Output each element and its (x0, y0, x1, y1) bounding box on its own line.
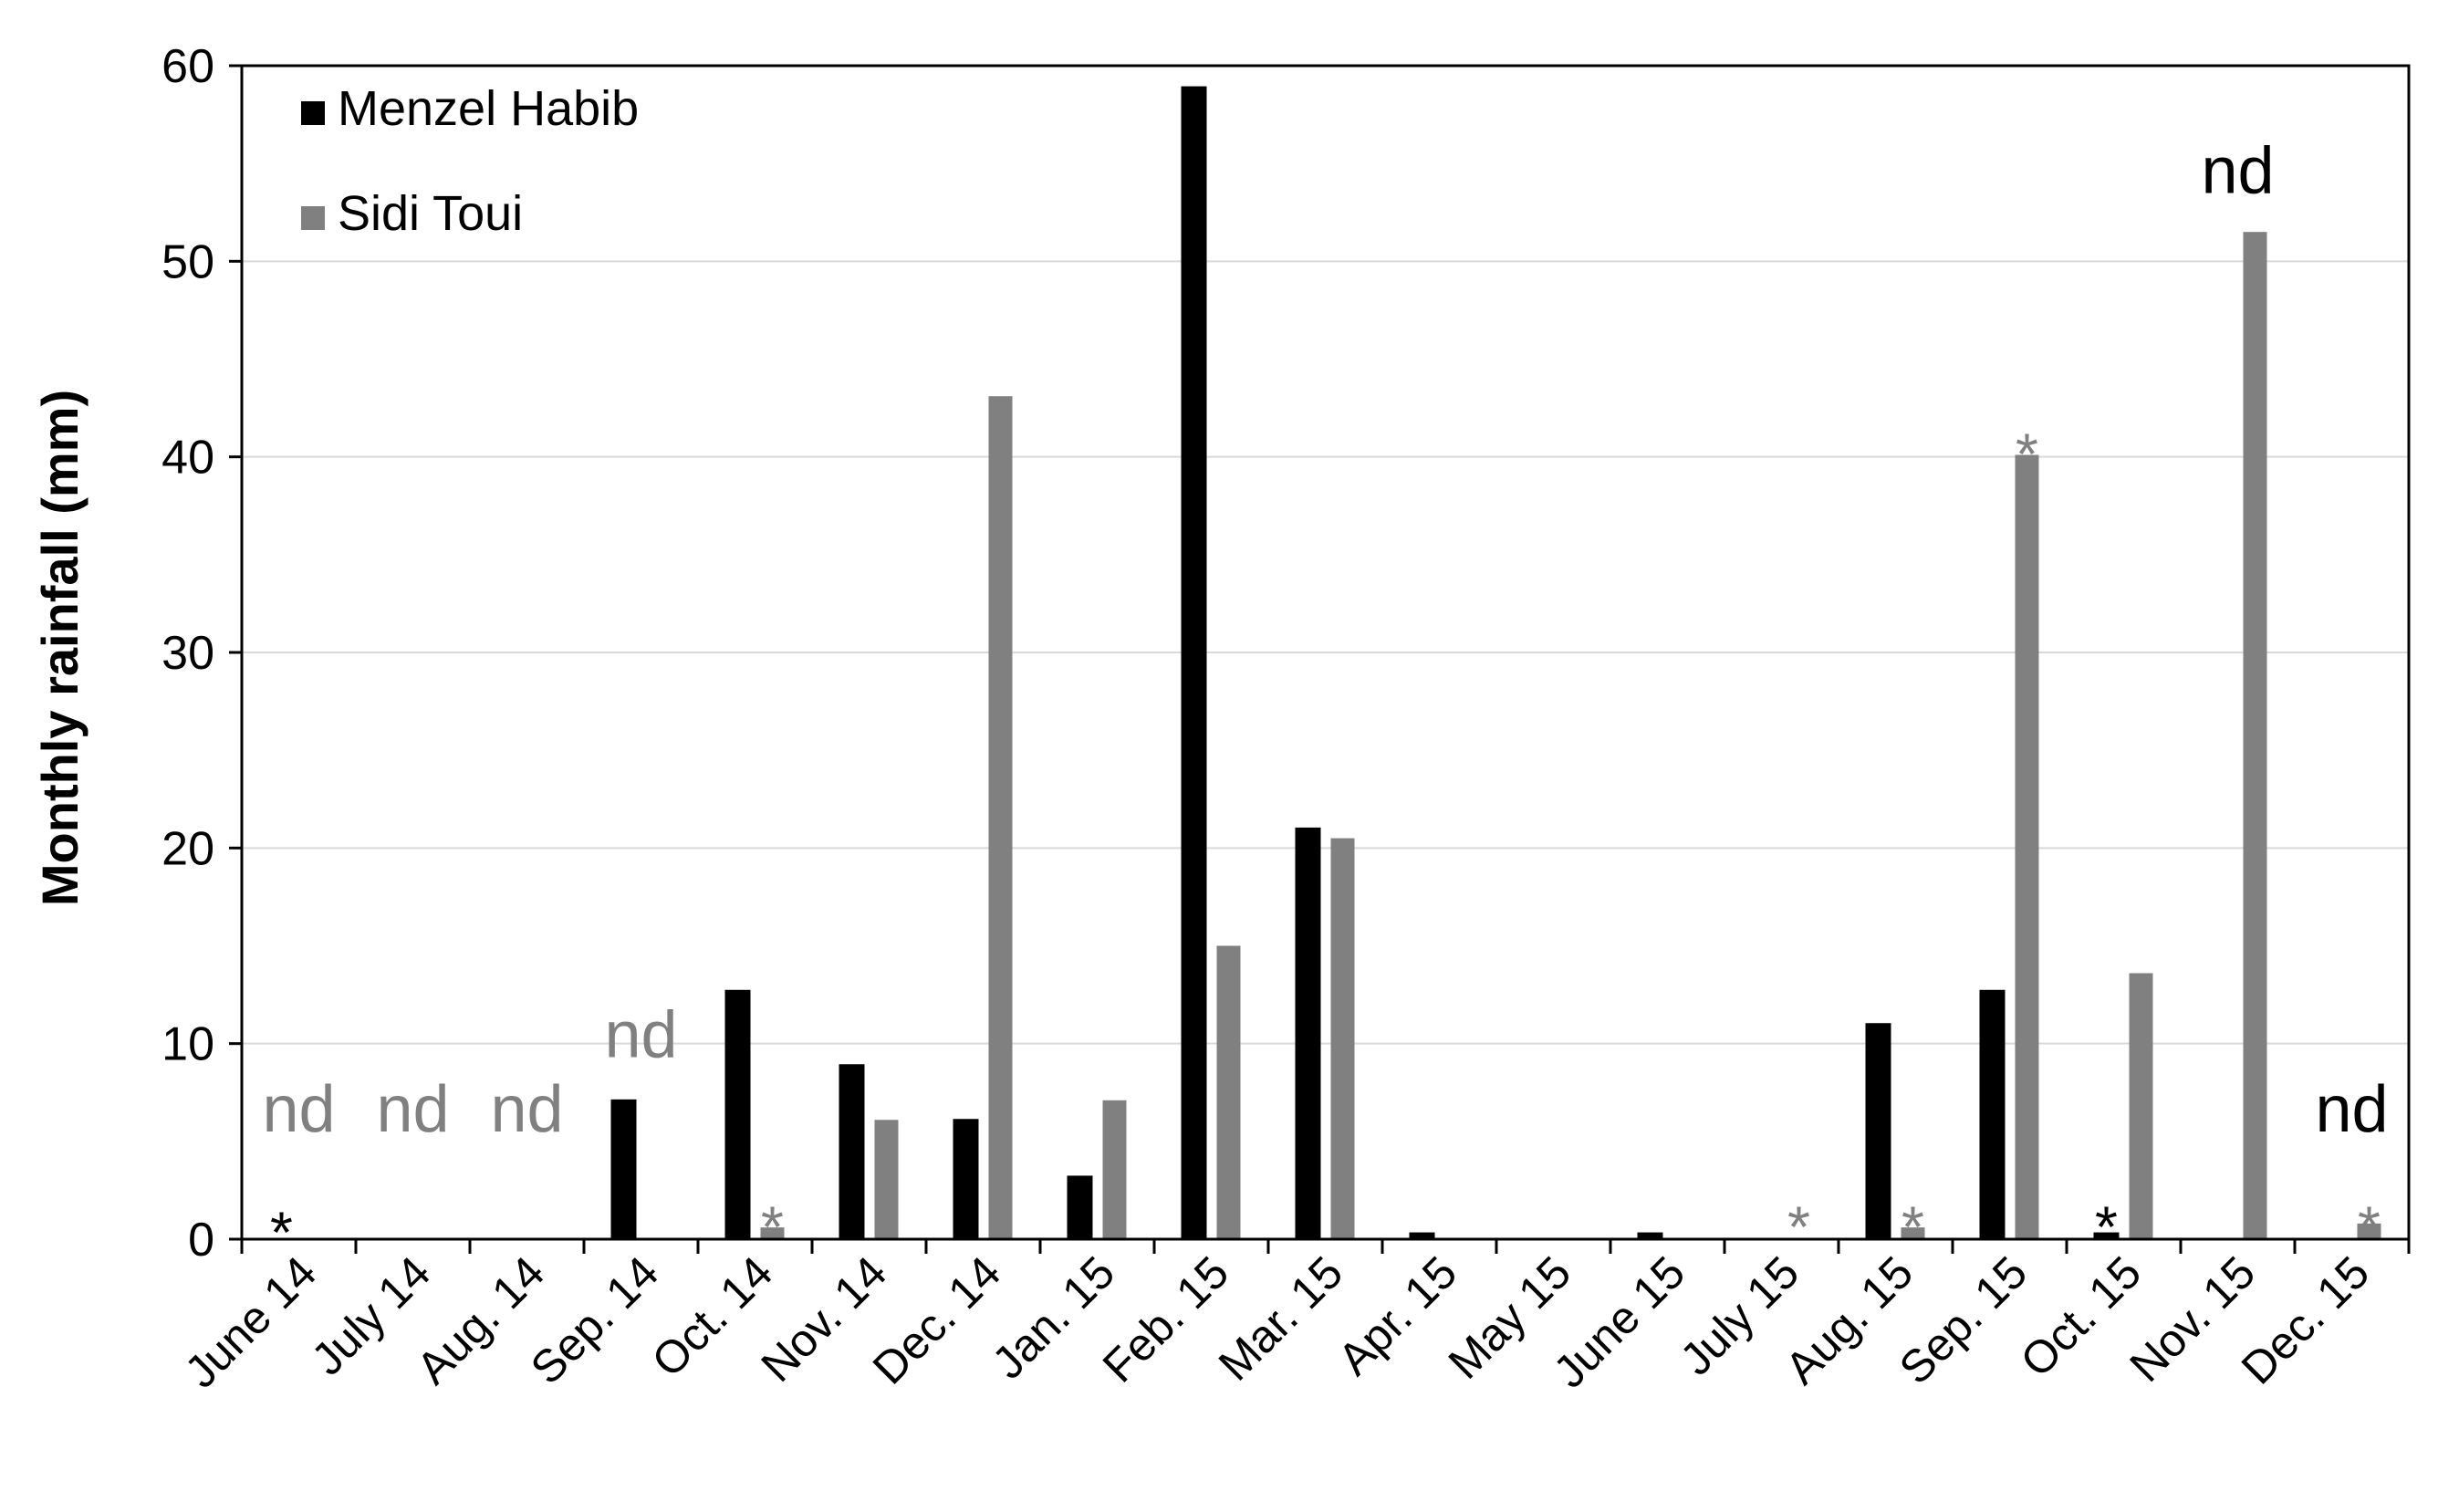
bar-sidi-toui (2243, 232, 2267, 1239)
x-tick-label: Dec. 15 (2232, 1246, 2379, 1393)
x-tick-label: June 14 (175, 1246, 326, 1397)
bar-sidi-toui (2357, 1223, 2381, 1239)
plot-frame (240, 64, 2411, 1241)
nd-annotation: nd (376, 1073, 449, 1146)
legend-swatch (301, 206, 325, 230)
bar-sidi-toui (760, 1227, 785, 1239)
asterisk-annotation: * (1787, 1194, 1810, 1259)
bars (610, 86, 2381, 1241)
x-tick-label: Aug. 14 (407, 1246, 554, 1393)
asterisk-annotation: * (2095, 1194, 2118, 1259)
bar-sidi-toui (1216, 945, 1241, 1239)
bar-menzel-habib (1979, 989, 2006, 1240)
bar-sidi-toui (988, 396, 1013, 1239)
legend-label: Menzel Habib (338, 81, 639, 136)
x-tick-label: Feb. 15 (1093, 1246, 1238, 1392)
y-axis-title: Monthly rainfall (mm) (31, 390, 89, 906)
asterisk-annotation: * (1901, 1194, 1924, 1259)
x-tick-label: Dec. 14 (863, 1246, 1010, 1393)
bar-menzel-habib (1295, 827, 1321, 1241)
bar-menzel-habib (1181, 86, 1207, 1241)
nd-annotation: nd (604, 999, 677, 1072)
y-tick-label: 60 (161, 40, 214, 93)
bar-sidi-toui (874, 1120, 899, 1239)
y-tick-label: 40 (161, 432, 214, 485)
gridlines (242, 65, 2409, 1045)
x-tick-label: Aug. 15 (1776, 1246, 1922, 1393)
y-tick-label: 10 (161, 1018, 214, 1071)
nd-annotation: nd (2315, 1073, 2388, 1146)
nd-annotation: nd (262, 1073, 335, 1146)
y-tick-label: 30 (161, 627, 214, 680)
bar-sidi-toui (2129, 973, 2153, 1239)
y-tick-label: 50 (161, 235, 214, 288)
x-tick-label: Sep. 14 (521, 1246, 668, 1393)
bar-sidi-toui (1901, 1227, 1925, 1239)
bar-menzel-habib (610, 1099, 637, 1241)
asterisk-annotation: * (270, 1200, 293, 1266)
x-tick-label: Mar. 15 (1209, 1246, 1353, 1391)
x-tick-label: Apr. 15 (1328, 1246, 1467, 1385)
bar-menzel-habib (839, 1064, 865, 1240)
legend-swatch (301, 101, 325, 125)
y-tick-label: 20 (161, 822, 214, 875)
legend-label: Sidi Toui (338, 186, 523, 241)
bar-sidi-toui (2015, 454, 2039, 1240)
x-tick-label: Sep. 15 (1890, 1246, 2037, 1393)
bar-menzel-habib (724, 989, 751, 1240)
nd-annotation: nd (490, 1073, 563, 1146)
bar-menzel-habib (953, 1119, 979, 1241)
nd-annotation: nd (2201, 134, 2274, 207)
asterisk-annotation: * (761, 1194, 784, 1259)
asterisk-annotation: * (2016, 422, 2038, 487)
bar-menzel-habib (1865, 1023, 1891, 1240)
asterisk-annotation: * (2358, 1194, 2381, 1259)
bar-sidi-toui (1330, 838, 1355, 1239)
y-tick-label: 0 (188, 1214, 214, 1267)
bar-sidi-toui (1102, 1100, 1127, 1239)
legend: Menzel Habib Sidi Toui (301, 81, 639, 241)
bar-menzel-habib (1067, 1175, 1093, 1240)
